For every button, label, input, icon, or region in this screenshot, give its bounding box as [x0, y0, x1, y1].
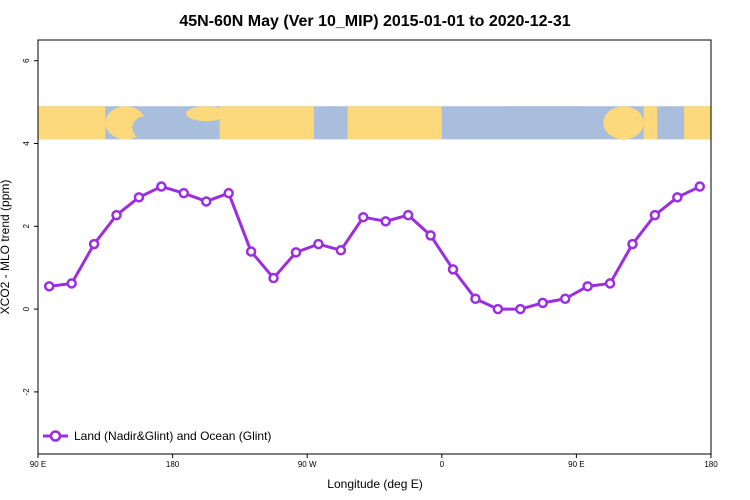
data-point — [133, 192, 145, 203]
data-point — [425, 230, 436, 241]
chart-title: 45N-60N May (Ver 10_MIP) 2015-01-01 to 2… — [179, 13, 570, 30]
data-point — [290, 247, 302, 258]
data-point — [156, 181, 167, 192]
data-point — [268, 272, 279, 284]
data-point — [358, 211, 369, 223]
map-coast — [657, 106, 685, 125]
data-point — [223, 187, 234, 199]
legend-marker — [49, 430, 62, 442]
x-axis-label: Longitude (deg E) — [327, 477, 422, 491]
x-tick-label: 90 W — [298, 460, 317, 469]
data-point — [43, 281, 55, 292]
x-tick-label: 90 E — [568, 460, 584, 469]
data-point — [88, 238, 100, 250]
y-tick-label: 0 — [22, 306, 31, 311]
data-point — [627, 238, 638, 250]
map-coast — [186, 106, 227, 122]
legend-label: Land (Nadir&Glint) and Ocean (Glint) — [74, 429, 271, 443]
data-point — [649, 209, 661, 221]
map-coast — [313, 106, 348, 132]
data-point — [582, 281, 593, 292]
y-axis: -2 0 2 4 6 — [22, 58, 38, 396]
x-tick-label: 180 — [166, 460, 180, 469]
data-point — [380, 216, 391, 227]
data-point — [201, 196, 212, 207]
y-tick-label: 6 — [22, 58, 31, 63]
y-tick-label: 4 — [22, 141, 31, 146]
y-tick-label: -2 — [22, 388, 31, 396]
data-point — [447, 264, 459, 275]
data-point — [492, 303, 504, 315]
data-point — [111, 209, 122, 221]
plot-frame — [37, 39, 712, 455]
data-point — [245, 246, 257, 257]
x-tick-label: 90 E — [30, 460, 46, 469]
map-coast — [387, 117, 422, 138]
map-coast — [441, 106, 644, 113]
map-coast — [132, 116, 160, 140]
data-point — [470, 293, 481, 304]
map-land — [643, 106, 658, 140]
series-line — [49, 185, 701, 311]
y-tick-label: 2 — [22, 224, 31, 229]
data-point — [515, 303, 526, 315]
data-point — [402, 209, 414, 221]
legend: Land (Nadir&Glint) and Ocean (Glint) — [43, 429, 271, 443]
map-land — [219, 106, 314, 140]
x-axis: 90 E 180 90 W 0 90 E 180 — [30, 454, 718, 469]
y-axis-label: XCO2 - MLO trend (ppm) — [0, 180, 12, 315]
map-land — [684, 106, 711, 140]
map-coast — [603, 106, 644, 140]
data-point — [313, 238, 324, 250]
data-point — [694, 181, 706, 192]
data-point — [178, 187, 190, 199]
series-group — [43, 181, 706, 315]
data-point — [604, 278, 616, 289]
data-point — [537, 297, 548, 309]
map-land — [38, 106, 106, 140]
data-point — [672, 192, 683, 203]
x-tick-label: 180 — [704, 460, 718, 469]
data-point — [66, 278, 77, 289]
data-point — [335, 245, 347, 256]
data-point — [559, 293, 571, 304]
map-band — [38, 106, 711, 140]
x-tick-label: 0 — [440, 460, 445, 469]
